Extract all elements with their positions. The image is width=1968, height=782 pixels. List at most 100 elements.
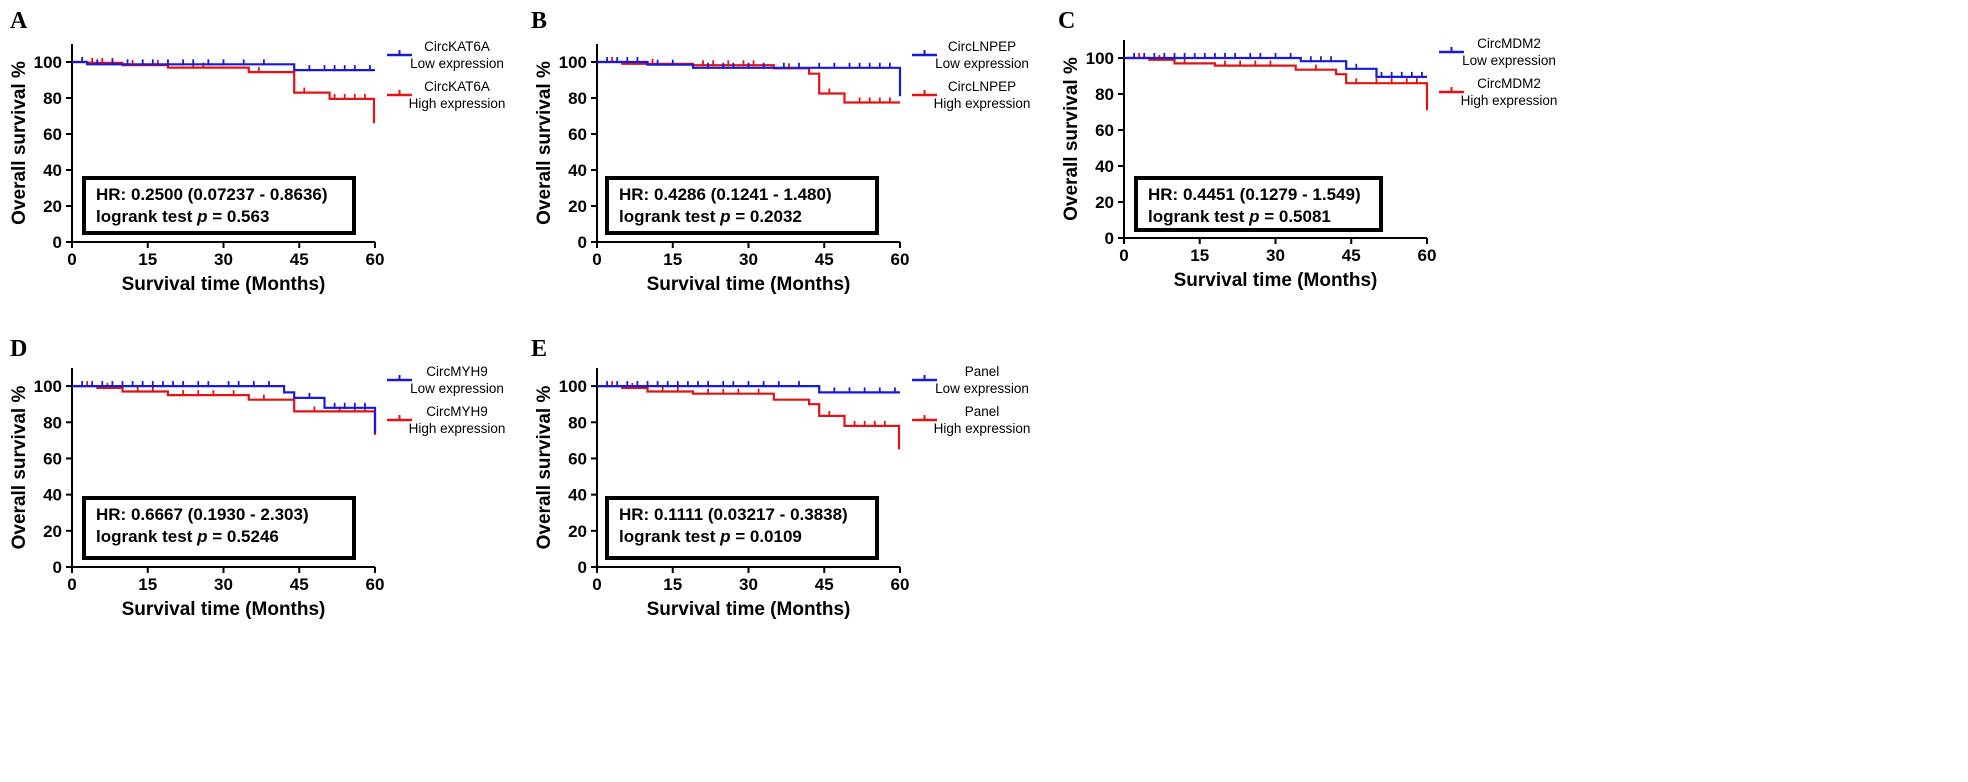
p-value: = 0.5081 [1259, 207, 1330, 226]
km-panel-b: B 0 20 40 60 80 100 0 15 30 45 60 Survival time (Mon… [531, 8, 1030, 295]
legend-marker-label: Panel [965, 364, 1000, 379]
y-axis-title: Overall survival % [534, 386, 555, 550]
hazard-ratio-text: HR: 0.2500 (0.07237 - 0.8636) [96, 185, 328, 204]
x-tick-label: 30 [1266, 246, 1285, 265]
y-tick-label: 60 [43, 449, 62, 468]
x-tick-label: 15 [138, 575, 157, 594]
hazard-ratio-text: HR: 0.4286 (0.1241 - 1.480) [619, 185, 832, 204]
p-value: = 0.2032 [730, 207, 801, 226]
x-axis-title: Survival time (Months) [122, 274, 326, 295]
stats-box [605, 176, 879, 235]
x-tick-label: 0 [1119, 246, 1128, 265]
logrank-prefix: logrank test [96, 207, 197, 226]
x-tick-label: 15 [663, 575, 682, 594]
p-symbol: p [196, 207, 207, 226]
y-tick-label: 0 [53, 558, 62, 577]
logrank-text: logrank test p = 0.2032 [619, 207, 802, 226]
x-tick-label: 60 [1418, 246, 1437, 265]
x-tick-label: 15 [1190, 246, 1209, 265]
km-panel-a: A 0 20 40 60 80 100 0 15 30 45 60 Survival time (Mon… [9, 8, 505, 295]
legend-group-label: Low expression [1462, 53, 1556, 68]
x-tick-label: 60 [366, 575, 385, 594]
legend-group-label: High expression [1461, 93, 1558, 108]
logrank-prefix: logrank test [1148, 207, 1249, 226]
y-axis-title: Overall survival % [9, 61, 30, 225]
y-tick-label: 0 [53, 233, 62, 252]
y-tick-label: 100 [559, 53, 587, 72]
x-tick-label: 60 [366, 250, 385, 269]
logrank-text: logrank test p = 0.563 [96, 207, 269, 226]
p-symbol: p [719, 207, 730, 226]
y-tick-label: 40 [43, 486, 62, 505]
y-tick-label: 0 [578, 233, 587, 252]
y-tick-label: 80 [568, 89, 587, 108]
x-tick-label: 45 [815, 575, 834, 594]
y-tick-label: 100 [559, 377, 587, 396]
hazard-ratio-text: HR: 0.6667 (0.1930 - 2.303) [96, 505, 309, 524]
legend-marker-label: CircLNPEP [948, 39, 1016, 54]
panel-letter: E [531, 336, 547, 362]
legend-group-label: Low expression [410, 381, 504, 396]
km-curve-high [72, 60, 376, 124]
y-tick-label: 100 [1086, 49, 1114, 68]
x-tick-label: 0 [67, 250, 76, 269]
y-tick-label: 20 [43, 197, 62, 216]
legend-group-label: High expression [409, 96, 506, 111]
logrank-text: logrank test p = 0.5246 [96, 527, 279, 546]
x-tick-label: 60 [891, 575, 910, 594]
km-curve-high [1124, 56, 1429, 111]
legend-marker-label: CircMDM2 [1477, 36, 1541, 51]
p-symbol: p [719, 527, 730, 546]
x-tick-label: 15 [138, 250, 157, 269]
y-tick-label: 40 [568, 161, 587, 180]
legend-group-label: Low expression [410, 56, 504, 71]
y-tick-label: 80 [568, 413, 587, 432]
y-tick-label: 80 [43, 89, 62, 108]
km-curve-low [597, 60, 902, 97]
stats-box [82, 496, 356, 560]
stats-box [605, 496, 879, 560]
x-tick-label: 0 [67, 575, 76, 594]
stats-box [82, 176, 356, 235]
y-axis-title: Overall survival % [534, 61, 555, 225]
hazard-ratio-text: HR: 0.4451 (0.1279 - 1.549) [1148, 185, 1361, 204]
p-symbol: p [1248, 207, 1259, 226]
km-panel-d: D 0 20 40 60 80 100 0 15 30 45 60 Survival time (Mon… [9, 336, 505, 620]
legend-marker-label: CircKAT6A [424, 39, 490, 54]
y-tick-label: 20 [568, 522, 587, 541]
panel-letter: B [531, 8, 547, 34]
panel-letter: A [10, 8, 28, 34]
y-tick-label: 0 [1105, 229, 1114, 248]
legend-group-label: High expression [409, 421, 506, 436]
x-tick-label: 45 [290, 250, 309, 269]
km-panel-e: E 0 20 40 60 80 100 0 15 30 45 60 Survival time (Mon… [531, 336, 1030, 620]
y-tick-label: 40 [43, 161, 62, 180]
km-panel-c: C 0 20 40 60 80 100 0 15 30 45 60 Survival time (Mon… [1058, 8, 1557, 291]
legend-marker-label: CircKAT6A [424, 79, 490, 94]
logrank-prefix: logrank test [619, 207, 720, 226]
x-tick-label: 30 [214, 250, 233, 269]
x-tick-label: 30 [214, 575, 233, 594]
x-tick-label: 15 [663, 250, 682, 269]
x-tick-label: 30 [739, 575, 758, 594]
y-tick-label: 80 [1095, 85, 1114, 104]
km-curve-low [72, 60, 375, 72]
hazard-ratio-text: HR: 0.1111 (0.03217 - 0.3838) [619, 505, 848, 524]
p-value: = 0.563 [207, 207, 269, 226]
logrank-text: logrank test p = 0.0109 [619, 527, 802, 546]
x-tick-label: 30 [739, 250, 758, 269]
legend-marker-label: CircMYH9 [426, 404, 488, 419]
legend-group-label: Low expression [935, 56, 1029, 71]
y-tick-label: 80 [43, 413, 62, 432]
y-tick-label: 20 [43, 522, 62, 541]
x-axis-title: Survival time (Months) [1174, 270, 1378, 291]
y-tick-label: 20 [568, 197, 587, 216]
x-tick-label: 45 [1342, 246, 1361, 265]
km-curve-high [597, 385, 901, 450]
y-tick-label: 100 [34, 53, 62, 72]
y-tick-label: 40 [568, 486, 587, 505]
p-value: = 0.5246 [207, 527, 278, 546]
y-tick-label: 60 [43, 125, 62, 144]
y-tick-label: 20 [1095, 193, 1114, 212]
